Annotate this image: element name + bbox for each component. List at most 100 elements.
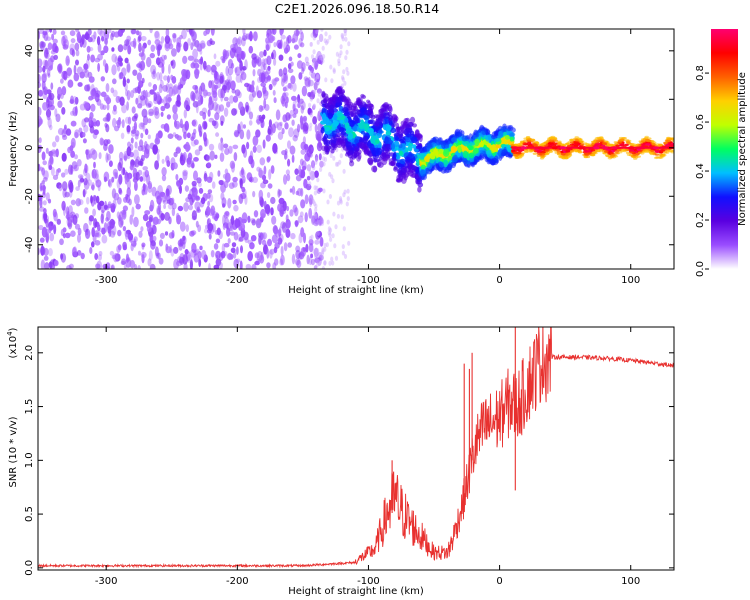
spectrogram-cell bbox=[71, 49, 76, 57]
spectrogram-cell bbox=[273, 229, 280, 234]
spectrogram-cell bbox=[239, 260, 243, 269]
spectrogram-cell bbox=[308, 235, 312, 241]
spectrogram-cell bbox=[126, 187, 131, 197]
spectrogram-cell bbox=[68, 205, 73, 215]
spectrogram-cell bbox=[117, 29, 124, 37]
spectrogram-cell bbox=[310, 32, 314, 38]
spectrogram-cell bbox=[108, 160, 113, 167]
spectrogram-cell bbox=[401, 172, 406, 179]
spectrogram-cell bbox=[139, 139, 144, 148]
spectrogram-cell bbox=[488, 158, 494, 163]
spectrogram-cell bbox=[110, 265, 114, 269]
spectrogram-cell bbox=[607, 157, 613, 160]
spectrogram-cell bbox=[287, 140, 291, 149]
spectrogram-cell bbox=[42, 200, 47, 206]
spectrogram-cell bbox=[316, 177, 320, 183]
spectrogram-cell bbox=[38, 144, 43, 150]
spectrogram-cell bbox=[260, 72, 266, 83]
spectrogram-cell bbox=[405, 127, 411, 133]
spectrogram-cell bbox=[257, 68, 262, 77]
spectrogram-cell bbox=[47, 248, 53, 257]
spectrogram-cell bbox=[140, 154, 145, 162]
spectrogram-cell bbox=[266, 248, 270, 259]
spectrogram-cell bbox=[164, 102, 171, 109]
spectrogram-cell bbox=[148, 82, 152, 87]
spectrogram-cell bbox=[63, 70, 68, 81]
spectrogram-cell bbox=[427, 162, 433, 170]
spectrogram-cell bbox=[292, 134, 298, 142]
spectrogram-cell bbox=[145, 89, 148, 100]
spectrogram-cell bbox=[141, 242, 146, 248]
spectrogram-cell bbox=[221, 57, 226, 64]
spectrogram-cell bbox=[172, 104, 178, 114]
x-tick-label: 0 bbox=[496, 576, 502, 587]
spectrogram-cell bbox=[651, 143, 656, 146]
spectrogram-cell bbox=[56, 218, 61, 225]
spectrogram-cell bbox=[614, 142, 619, 145]
spectrogram-cell bbox=[263, 98, 267, 109]
spectrogram-cell bbox=[395, 162, 401, 167]
spectrogram-cell bbox=[101, 234, 108, 244]
spectrogram-cell bbox=[652, 146, 659, 150]
spectrogram-cell bbox=[50, 166, 55, 176]
spectrogram-cell bbox=[138, 122, 145, 130]
spectrogram-cell bbox=[132, 69, 138, 76]
spectrogram-cell bbox=[337, 61, 341, 67]
spectrogram-cell bbox=[112, 117, 117, 128]
spectrogram-cell bbox=[109, 218, 115, 229]
colorbar-tick-label: 0.8 bbox=[695, 65, 706, 81]
spectrogram-cell bbox=[110, 264, 115, 269]
spectrogram-cell bbox=[235, 73, 242, 83]
spectrogram-cell bbox=[285, 228, 291, 238]
spectrogram-cell bbox=[288, 127, 294, 138]
spectrogram-cell bbox=[417, 182, 424, 188]
spectrogram-cell bbox=[64, 232, 71, 239]
spectrogram-cell bbox=[314, 254, 318, 259]
spectrogram-cell bbox=[337, 137, 343, 143]
spectrogram-cell bbox=[339, 153, 343, 159]
spectrogram-cell bbox=[343, 189, 347, 195]
spectrogram-cell bbox=[316, 258, 320, 264]
spectrogram-cell bbox=[282, 92, 287, 102]
spectrogram-cell bbox=[100, 76, 106, 82]
spectrogram-cell bbox=[116, 178, 121, 189]
spectrogram-cell bbox=[573, 141, 578, 144]
spectrogram-cell bbox=[579, 140, 584, 144]
spectrogram-cell bbox=[40, 245, 45, 256]
spectrogram-cell bbox=[560, 146, 567, 150]
spectrogram-cell bbox=[38, 81, 41, 89]
spectrogram-cell bbox=[275, 109, 281, 121]
spectrogram-cell bbox=[316, 50, 322, 60]
spectrogram-cell bbox=[407, 121, 414, 128]
spectrogram-cell bbox=[177, 102, 181, 108]
spectrogram-cell bbox=[316, 88, 322, 94]
spectrogram-cell bbox=[83, 178, 88, 186]
spectrogram-cell bbox=[292, 103, 296, 112]
spectrogram-cell bbox=[184, 249, 189, 255]
spectrogram-cell bbox=[417, 186, 422, 193]
spectrogram-cell bbox=[65, 206, 70, 216]
spectrogram-cell bbox=[165, 246, 172, 254]
spectrogram-cell bbox=[137, 103, 143, 109]
spectrogram-cell bbox=[314, 170, 319, 178]
spectrogram-cell bbox=[132, 126, 136, 131]
spectrogram-cell bbox=[313, 247, 319, 258]
spectrogram-cell bbox=[49, 29, 53, 33]
spectrogram-cell bbox=[163, 194, 168, 200]
spectrogram-cell bbox=[213, 53, 217, 60]
spectrogram-cell bbox=[283, 174, 288, 185]
spectrogram-cell bbox=[127, 116, 132, 125]
spectrogram-cell bbox=[376, 147, 382, 155]
spectrogram-cell bbox=[65, 55, 70, 66]
spectrogram-cell bbox=[190, 42, 194, 51]
spectrogram-cell bbox=[41, 167, 45, 177]
y-tick-label: 0.0 bbox=[24, 560, 35, 576]
spectrogram-cell bbox=[194, 195, 201, 201]
spectrogram-cell bbox=[521, 146, 527, 150]
spectrogram-cell bbox=[175, 146, 181, 153]
spectrogram-cell bbox=[292, 33, 299, 43]
spectrogram-cell bbox=[577, 146, 584, 150]
spectrogram-cell bbox=[208, 99, 214, 111]
spectrogram-cell bbox=[38, 224, 44, 231]
spectrogram-cell bbox=[241, 35, 247, 41]
